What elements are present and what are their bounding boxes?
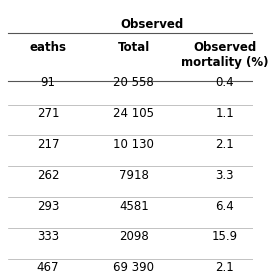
Text: 6.4: 6.4: [215, 200, 234, 212]
Text: 293: 293: [37, 200, 59, 212]
Text: 91: 91: [40, 76, 55, 89]
Text: 24 105: 24 105: [113, 107, 154, 120]
Text: 0.4: 0.4: [215, 76, 234, 89]
Text: 1.1: 1.1: [215, 107, 234, 120]
Text: 20 558: 20 558: [114, 76, 154, 89]
Text: 10 130: 10 130: [113, 138, 154, 151]
Text: 333: 333: [37, 230, 59, 243]
Text: 4581: 4581: [119, 200, 149, 212]
Text: 467: 467: [37, 261, 59, 273]
Text: 262: 262: [37, 169, 59, 182]
Text: Observed
mortality (%): Observed mortality (%): [181, 40, 269, 69]
Text: 3.3: 3.3: [215, 169, 234, 182]
Text: 2.1: 2.1: [215, 138, 234, 151]
Text: 2.1: 2.1: [215, 261, 234, 273]
Text: 15.9: 15.9: [212, 230, 238, 243]
Text: 7918: 7918: [119, 169, 149, 182]
Text: 217: 217: [37, 138, 59, 151]
Text: Total: Total: [118, 40, 150, 54]
Text: 69 390: 69 390: [113, 261, 154, 273]
Text: eaths: eaths: [29, 40, 67, 54]
Text: Observed: Observed: [120, 18, 183, 31]
Text: 2098: 2098: [119, 230, 149, 243]
Text: 271: 271: [37, 107, 59, 120]
